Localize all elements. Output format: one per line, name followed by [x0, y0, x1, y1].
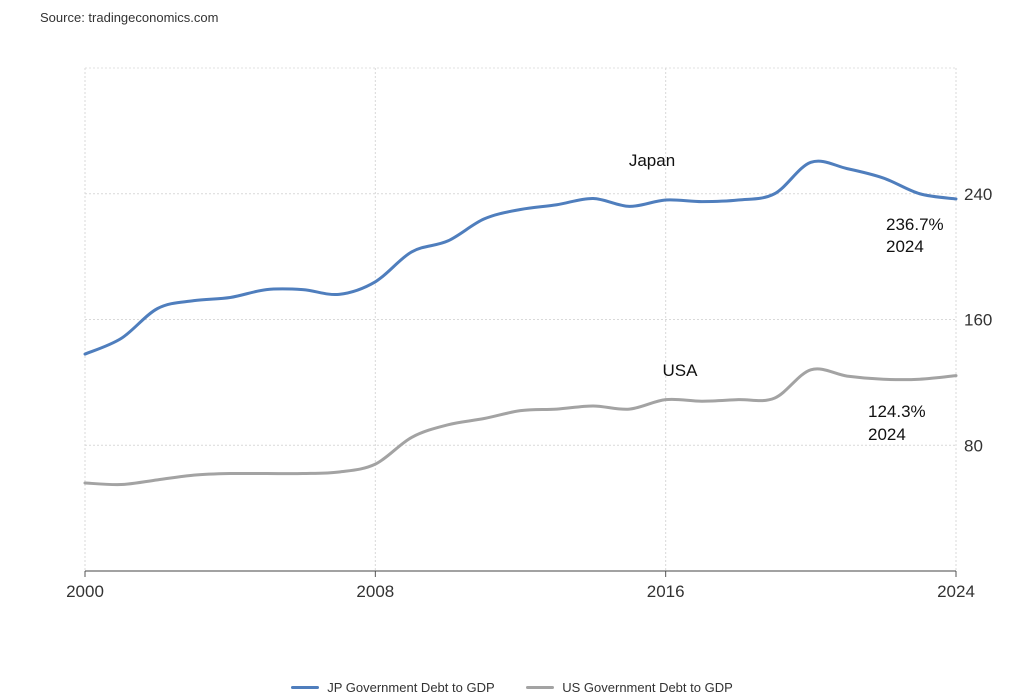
legend: JP Government Debt to GDP US Government … [0, 677, 1024, 695]
x-tick-label: 2024 [937, 582, 975, 601]
series-label-usa: USA [663, 361, 699, 380]
x-tick-label: 2016 [647, 582, 685, 601]
legend-label-jp: JP Government Debt to GDP [327, 680, 495, 695]
last-value-label-jp: 236.7% [886, 215, 944, 234]
last-value-label-us: 124.3% [868, 402, 926, 421]
last-year-label-us: 2024 [868, 425, 906, 444]
legend-swatch-us [526, 686, 555, 689]
grid-lines [84, 67, 957, 577]
legend-label-us: US Government Debt to GDP [562, 680, 733, 695]
source-label: Source: tradingeconomics.com [40, 10, 219, 25]
tick-labels: 80 160 240 2000 2008 2016 2024 [66, 185, 992, 601]
y-tick-label: 240 [964, 185, 992, 204]
series-label-japan: Japan [629, 151, 675, 170]
series-annotations: Japan 236.7% 2024 USA 124.3% 2024 [629, 151, 944, 444]
legend-item-us[interactable]: US Government Debt to GDP [526, 680, 733, 695]
x-tick-label: 2008 [356, 582, 394, 601]
y-tick-label: 80 [964, 436, 983, 455]
legend-item-jp[interactable]: JP Government Debt to GDP [291, 680, 495, 695]
line-chart: 80 160 240 2000 2008 2016 2024 Japan 236.7% 2024… [66, 67, 992, 601]
legend-swatch-jp [291, 686, 320, 689]
y-tick-label: 160 [964, 311, 992, 330]
series-line-us [83, 367, 958, 487]
last-year-label-jp: 2024 [886, 237, 924, 256]
x-tick-label: 2000 [66, 582, 104, 601]
series-line-jp [83, 159, 958, 356]
series-lines [83, 159, 958, 487]
